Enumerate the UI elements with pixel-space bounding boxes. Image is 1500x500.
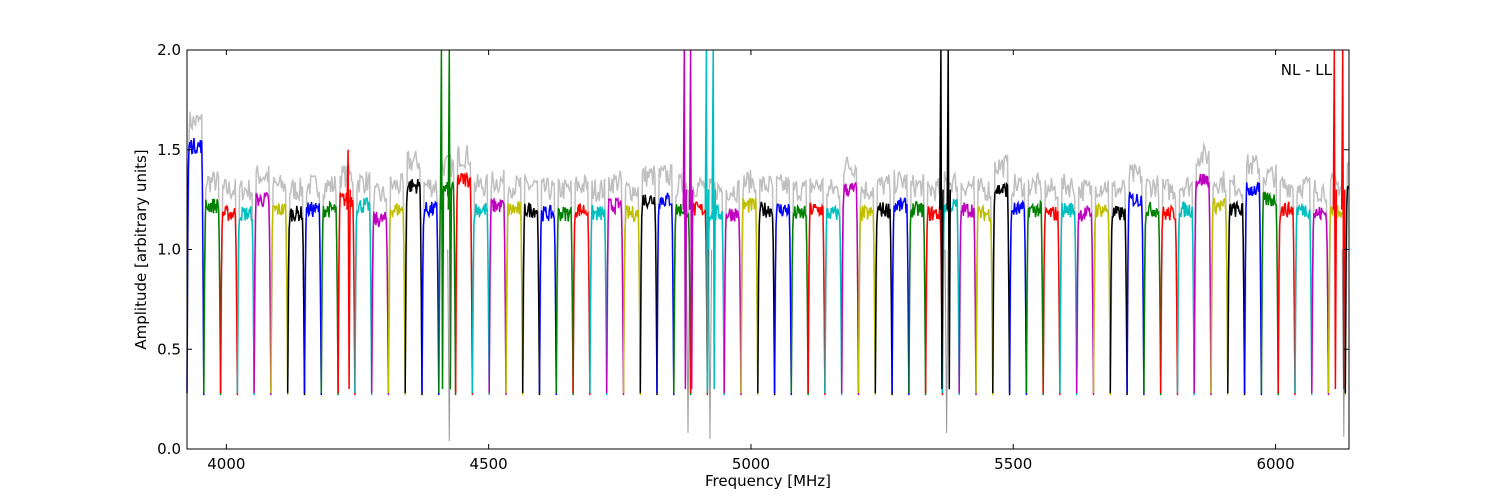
band-segment bbox=[1243, 182, 1263, 396]
band-segment bbox=[891, 197, 910, 396]
band-segment bbox=[874, 202, 893, 396]
band-segment bbox=[975, 203, 994, 396]
rfi-spike bbox=[704, 49, 710, 390]
band-segment bbox=[1075, 204, 1095, 396]
band-segment bbox=[538, 204, 558, 396]
rfi-spike bbox=[1332, 49, 1338, 390]
band-segment bbox=[656, 192, 675, 396]
band-segment bbox=[1344, 185, 1350, 394]
band-segment bbox=[404, 179, 423, 396]
band-segment bbox=[471, 203, 490, 396]
rfi-minimum bbox=[447, 249, 452, 442]
band-segment bbox=[1008, 199, 1028, 396]
band-segment bbox=[605, 196, 625, 396]
band-segment bbox=[354, 196, 373, 396]
band-segment bbox=[723, 208, 742, 396]
plot-lines bbox=[186, 49, 1350, 442]
x-tick-label: 6000 bbox=[1256, 455, 1294, 473]
rfi-spike bbox=[711, 49, 717, 390]
band-segment bbox=[370, 211, 390, 396]
band-segment bbox=[757, 201, 776, 396]
band-segment bbox=[1260, 191, 1279, 396]
axis-ticks: 4000 4500 5000 5500 6000 0.0 0.5 1.0 1.5 2.0 bbox=[157, 41, 1349, 473]
rfi-spike bbox=[939, 49, 944, 390]
band-segment bbox=[1277, 201, 1296, 396]
band-segment bbox=[1311, 206, 1330, 396]
band-segment bbox=[924, 205, 944, 396]
band-segment bbox=[270, 203, 289, 396]
y-tick-label: 0.0 bbox=[157, 440, 181, 458]
band-segment bbox=[303, 201, 323, 396]
band-segment bbox=[555, 206, 574, 396]
band-segment bbox=[1059, 202, 1078, 396]
band-segment bbox=[673, 203, 692, 396]
rfi-spike bbox=[439, 49, 445, 390]
band-segment bbox=[454, 171, 474, 396]
band-segment bbox=[773, 203, 793, 396]
y-tick-label: 1.5 bbox=[157, 141, 181, 159]
y-tick-label: 0.5 bbox=[157, 340, 181, 358]
series-raw-spectrum bbox=[186, 111, 1350, 390]
panel-annotation: NL - LL bbox=[1281, 61, 1333, 79]
band-segment bbox=[286, 205, 306, 396]
plot-frame bbox=[186, 49, 1350, 450]
band-segment bbox=[236, 206, 255, 396]
band-segment bbox=[203, 198, 222, 396]
rfi-minimum bbox=[1341, 249, 1346, 438]
rfi-spike bbox=[346, 149, 351, 390]
x-axis-label: Frequency [MHz] bbox=[705, 472, 831, 490]
band-segment bbox=[622, 205, 642, 396]
band-segment bbox=[572, 203, 591, 396]
band-segment bbox=[824, 204, 843, 396]
band-segment bbox=[1126, 191, 1145, 396]
band-segment bbox=[1159, 203, 1179, 396]
band-segment bbox=[1092, 203, 1112, 396]
band-segment bbox=[219, 204, 239, 396]
y-tick-label: 2.0 bbox=[157, 41, 181, 59]
band-segment bbox=[320, 200, 339, 396]
band-segment bbox=[421, 199, 440, 396]
x-tick-label: 4500 bbox=[470, 455, 508, 473]
band-segment bbox=[488, 198, 507, 396]
band-segment bbox=[1025, 199, 1044, 396]
band-segment bbox=[790, 203, 809, 396]
band-segment bbox=[589, 204, 608, 396]
band-segment bbox=[807, 202, 826, 396]
rfi-spike bbox=[688, 49, 694, 390]
rfi-minimum bbox=[944, 249, 949, 434]
band-segment bbox=[639, 194, 658, 396]
x-tick-label: 5000 bbox=[732, 455, 770, 473]
band-segment bbox=[908, 201, 927, 396]
band-segment bbox=[253, 191, 272, 396]
band-segment bbox=[992, 181, 1011, 396]
band-segment bbox=[840, 181, 860, 396]
band-segment bbox=[337, 192, 356, 396]
band-segment bbox=[1193, 173, 1212, 396]
rfi-spike bbox=[1340, 49, 1346, 390]
y-axis-label: Amplitude [arbitrary units] bbox=[132, 149, 150, 349]
band-segment bbox=[521, 202, 541, 396]
band-segment bbox=[186, 137, 205, 396]
rfi-minimum bbox=[708, 249, 713, 440]
band-segment bbox=[1143, 201, 1162, 396]
x-tick-label: 5500 bbox=[994, 455, 1032, 473]
band-segment bbox=[740, 196, 759, 396]
rfi-spike bbox=[682, 49, 688, 390]
band-segment bbox=[958, 202, 977, 396]
band-segment bbox=[1210, 197, 1229, 396]
band-segment bbox=[387, 203, 406, 396]
rfi-spike bbox=[946, 49, 952, 390]
band-segment bbox=[1176, 200, 1195, 396]
rfi-minimum bbox=[685, 249, 691, 434]
band-segment bbox=[505, 200, 524, 396]
band-segment bbox=[1042, 206, 1061, 396]
band-segment bbox=[689, 201, 709, 396]
band-segment bbox=[1227, 199, 1246, 396]
x-tick-label: 4000 bbox=[207, 455, 245, 473]
band-segment bbox=[1109, 205, 1128, 396]
band-segment bbox=[857, 203, 877, 396]
y-tick-label: 1.0 bbox=[157, 241, 181, 259]
band-segment bbox=[1294, 203, 1313, 396]
